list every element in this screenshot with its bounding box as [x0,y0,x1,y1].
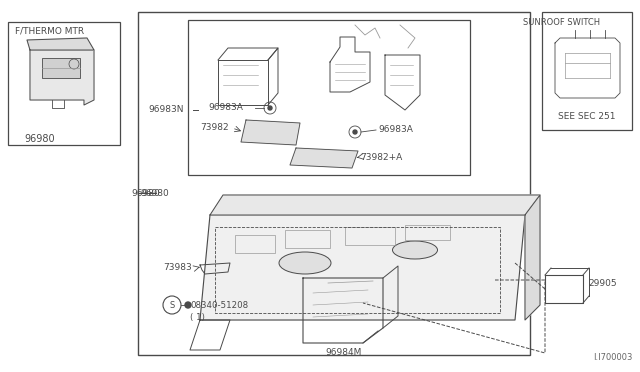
Text: SUNROOF SWITCH: SUNROOF SWITCH [524,18,600,27]
Text: SEE SEC 251: SEE SEC 251 [558,112,616,121]
Ellipse shape [392,241,438,259]
Bar [345,227,395,245]
Text: 73982: 73982 [200,124,228,132]
Text: 73983: 73983 [163,263,192,273]
Bar [542,12,632,130]
Text: S: S [170,301,175,310]
Bar [188,20,470,175]
Text: I.I700003: I.I700003 [593,353,632,362]
Text: 96984M: 96984M [325,348,362,357]
Text: 96980: 96980 [140,189,169,198]
Text: 96980: 96980 [131,189,160,198]
Bar [138,12,530,355]
Bar [405,225,450,240]
Text: 08340-51208: 08340-51208 [190,301,248,310]
Circle shape [185,302,191,308]
Polygon shape [290,148,358,168]
Circle shape [268,106,272,110]
Text: 96983N: 96983N [148,106,184,115]
Circle shape [353,130,357,134]
Text: ( 1): ( 1) [190,313,205,322]
Polygon shape [27,38,94,50]
Bar [8,22,120,145]
Polygon shape [525,195,540,320]
Polygon shape [200,215,525,320]
Polygon shape [30,50,94,105]
Bar [285,230,330,248]
Text: 96983A: 96983A [378,125,413,135]
Bar [42,58,80,78]
Text: F/THERMO MTR: F/THERMO MTR [15,26,84,35]
Polygon shape [210,195,540,215]
Text: 73982+A: 73982+A [360,153,403,161]
Ellipse shape [279,252,331,274]
Bar [235,235,275,253]
Text: 96983A: 96983A [208,103,243,112]
Polygon shape [241,120,300,145]
Text: 96980: 96980 [25,134,55,144]
Text: 29905: 29905 [588,279,616,288]
